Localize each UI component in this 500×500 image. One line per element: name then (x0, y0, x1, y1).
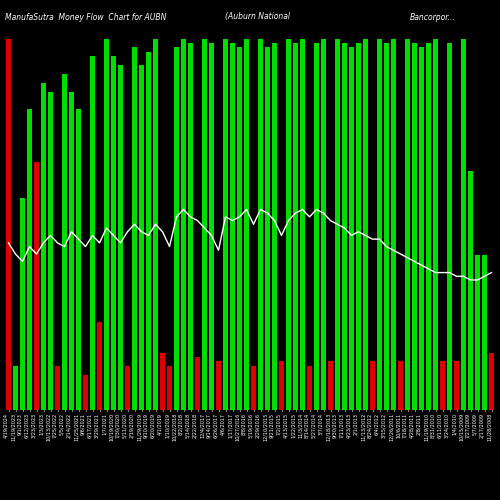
Bar (420, 48, 424, 410)
Bar (202, 38, 206, 410)
Bar (118, 65, 122, 410)
Bar (252, 366, 256, 410)
Bar (76, 110, 80, 410)
Text: (Auburn National: (Auburn National (225, 12, 290, 22)
Bar (20, 198, 24, 410)
Bar (174, 48, 178, 410)
Bar (98, 322, 102, 410)
Bar (34, 162, 38, 410)
Bar (294, 43, 298, 410)
Bar (328, 362, 332, 410)
Bar (210, 43, 214, 410)
Bar (398, 362, 402, 410)
Bar (378, 38, 382, 410)
Bar (482, 255, 486, 410)
Bar (70, 92, 73, 410)
Bar (336, 38, 340, 410)
Bar (182, 38, 186, 410)
Bar (160, 352, 164, 410)
Bar (146, 52, 150, 410)
Bar (350, 48, 354, 410)
Bar (266, 48, 270, 410)
Bar (370, 362, 374, 410)
Bar (434, 38, 438, 410)
Bar (62, 74, 66, 410)
Bar (140, 65, 143, 410)
Text: Bancorpor...: Bancorpor... (410, 12, 456, 22)
Bar (308, 366, 312, 410)
Bar (84, 374, 87, 410)
Bar (392, 38, 396, 410)
Text: ManufaSutra  Money Flow  Chart for AUBN: ManufaSutra Money Flow Chart for AUBN (5, 12, 166, 22)
Bar (322, 38, 326, 410)
Bar (384, 43, 388, 410)
Bar (112, 56, 116, 410)
Bar (448, 43, 452, 410)
Bar (462, 38, 466, 410)
Bar (154, 38, 158, 410)
Bar (406, 38, 409, 410)
Bar (426, 43, 430, 410)
Bar (412, 43, 416, 410)
Bar (216, 362, 220, 410)
Bar (244, 38, 248, 410)
Bar (364, 38, 368, 410)
Bar (238, 48, 242, 410)
Bar (196, 357, 200, 410)
Bar (132, 48, 136, 410)
Bar (272, 43, 276, 410)
Bar (126, 366, 130, 410)
Bar (468, 171, 472, 410)
Bar (104, 38, 108, 410)
Bar (168, 366, 172, 410)
Bar (280, 362, 283, 410)
Bar (314, 43, 318, 410)
Bar (42, 83, 46, 410)
Bar (286, 38, 290, 410)
Bar (490, 352, 494, 410)
Bar (48, 92, 52, 410)
Bar (224, 38, 228, 410)
Bar (56, 366, 60, 410)
Bar (230, 43, 234, 410)
Bar (258, 38, 262, 410)
Bar (188, 43, 192, 410)
Bar (300, 38, 304, 410)
Bar (90, 56, 94, 410)
Bar (14, 366, 18, 410)
Bar (6, 38, 10, 410)
Bar (440, 362, 444, 410)
Bar (454, 362, 458, 410)
Bar (356, 43, 360, 410)
Bar (342, 43, 346, 410)
Bar (476, 255, 480, 410)
Bar (28, 110, 32, 410)
